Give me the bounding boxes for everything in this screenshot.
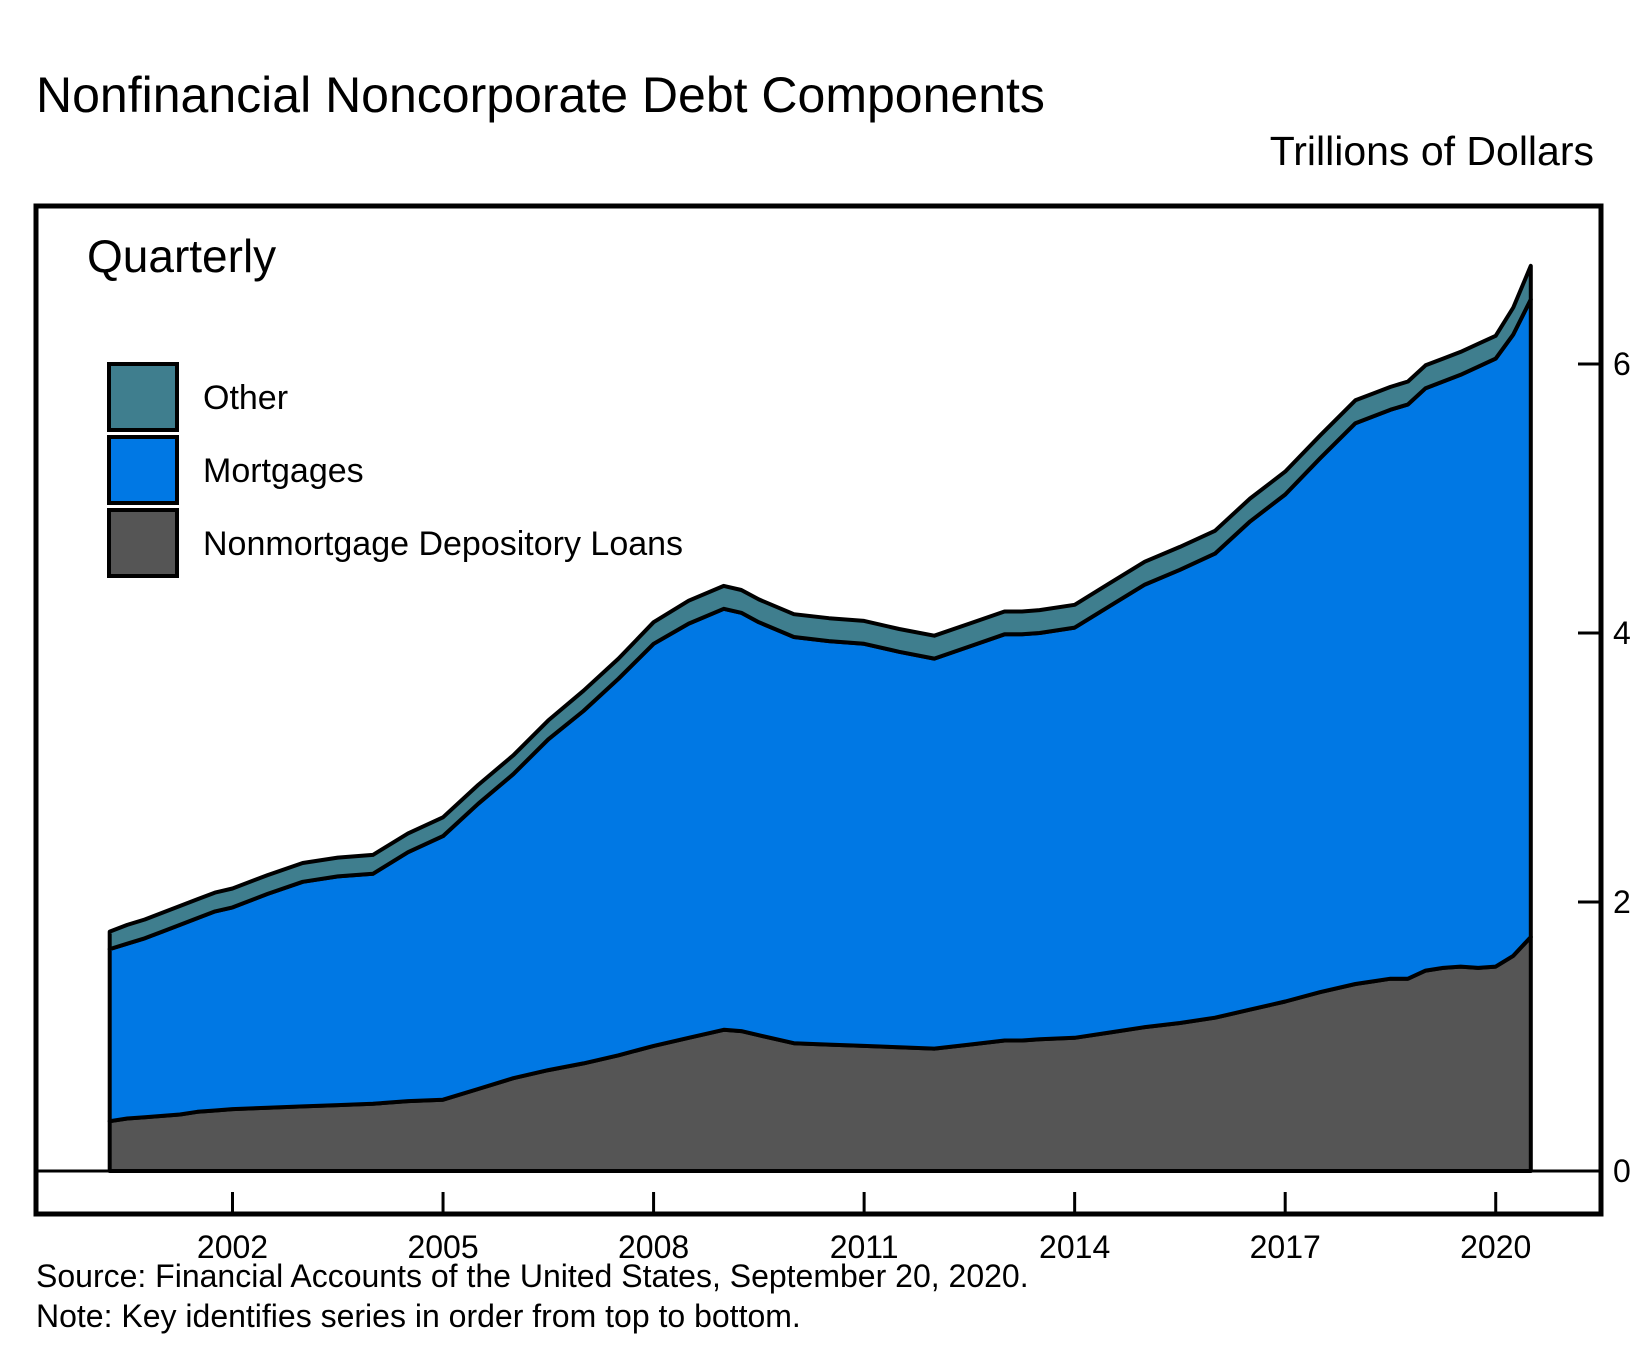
- x-tick-label: 2008: [618, 1229, 689, 1265]
- y-tick-label: 2: [1613, 884, 1631, 920]
- y-tick-label: 6: [1613, 346, 1631, 382]
- legend-swatch: [107, 508, 179, 578]
- legend-swatch: [107, 362, 179, 432]
- plot-frame: [33, 203, 1604, 1217]
- chart-title: Nonfinancial Noncorporate Debt Component…: [36, 67, 1045, 123]
- area-other: [107, 263, 1533, 952]
- y-tick-label: 4: [1613, 615, 1631, 651]
- x-axis: 2002 2005 2008 2011 2014 2017 2020: [197, 1192, 1531, 1265]
- legend-swatch: [107, 435, 179, 505]
- x-tick-label: 2002: [197, 1229, 268, 1265]
- stacked-areas: [107, 263, 1533, 1173]
- key-note: Note: Key identifies series in order fro…: [36, 1298, 801, 1334]
- x-tick-label: 2020: [1460, 1229, 1531, 1265]
- y-tick-label: 0: [1613, 1153, 1631, 1189]
- legend-label: Mortgages: [203, 452, 364, 490]
- x-tick-label: 2017: [1250, 1229, 1321, 1265]
- source-note: Source: Financial Accounts of the United…: [36, 1258, 1029, 1294]
- x-tick-label: 2011: [830, 1229, 899, 1265]
- legend: Other Mortgages Nonmortgage Depository Loa…: [107, 362, 683, 578]
- frequency-label: Quarterly: [87, 230, 276, 282]
- x-tick-label: 2014: [1039, 1229, 1110, 1265]
- legend-label: Nonmortgage Depository Loans: [203, 525, 683, 563]
- units-label: Trillions of Dollars: [1269, 128, 1594, 174]
- legend-label: Other: [203, 379, 288, 417]
- y-axis: 0 2 4 6: [1578, 346, 1631, 1189]
- x-tick-label: 2005: [407, 1229, 478, 1265]
